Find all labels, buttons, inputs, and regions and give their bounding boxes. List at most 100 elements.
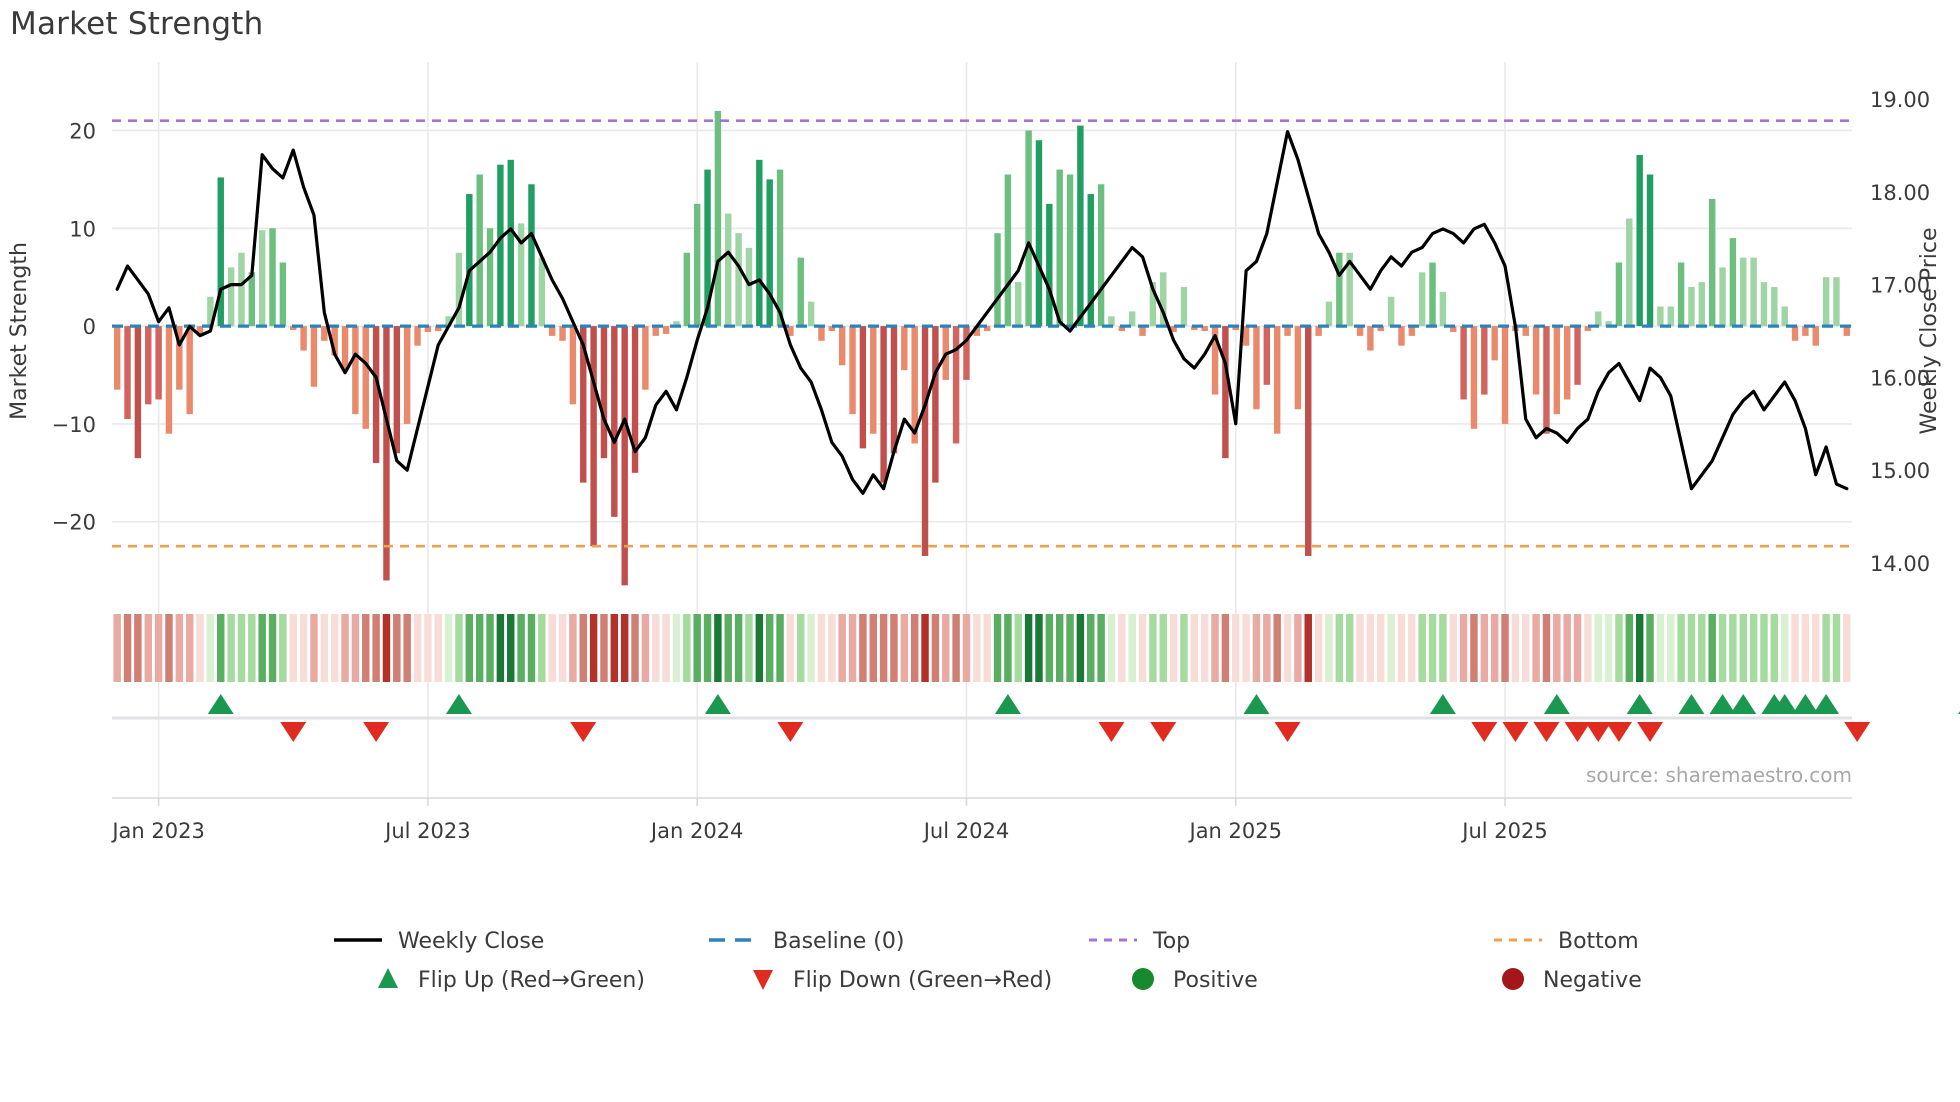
legend-item[interactable]: Bottom xyxy=(1494,929,1639,954)
heatmap-cell xyxy=(1356,614,1364,682)
flip-up-marker xyxy=(1543,694,1570,714)
strength-bar xyxy=(1636,154,1643,327)
strength-bar xyxy=(196,326,204,336)
heatmap-cell xyxy=(1107,614,1116,682)
heatmap-cell xyxy=(1314,614,1323,682)
heatmap-cell xyxy=(486,614,494,682)
strength-bar xyxy=(1677,262,1685,327)
heatmap-cell xyxy=(248,614,256,682)
strength-bar xyxy=(1605,321,1612,327)
heatmap-cell xyxy=(1729,614,1737,682)
heatmap-cell xyxy=(113,614,121,682)
heatmap-cell xyxy=(859,614,867,682)
strength-bar xyxy=(1253,326,1260,410)
heatmap-cell xyxy=(434,614,442,682)
strength-bar xyxy=(1688,286,1695,327)
x-axis-tick-label: Jul 2025 xyxy=(1460,819,1547,843)
strength-bar xyxy=(921,326,929,556)
heatmap-cell xyxy=(1138,614,1147,682)
heatmap-cell xyxy=(341,614,349,682)
strength-bar xyxy=(1667,306,1674,327)
heatmap-cell xyxy=(538,614,546,682)
strength-bar xyxy=(538,257,546,327)
heatmap-cell xyxy=(1770,614,1779,682)
legend-item[interactable]: Positive xyxy=(1132,968,1258,993)
strength-bar xyxy=(952,326,960,444)
legend-item[interactable]: Top xyxy=(1089,929,1190,954)
strength-bar xyxy=(1740,257,1747,327)
flip-down-marker xyxy=(1564,722,1591,742)
strength-bar xyxy=(683,252,691,327)
strength-bar xyxy=(735,233,742,327)
legend-item[interactable]: Baseline (0) xyxy=(709,929,904,954)
heatmap-cell xyxy=(1345,614,1354,682)
legend-item[interactable]: Negative xyxy=(1502,968,1642,993)
heatmap-cell xyxy=(1180,614,1188,682)
heatmap-cell xyxy=(734,614,743,682)
heatmap-cell xyxy=(610,614,619,682)
y-axis-title: Market Strength xyxy=(7,242,32,420)
legend-item[interactable]: Weekly Close xyxy=(334,929,544,954)
flip-down-marker xyxy=(1150,722,1177,742)
strength-bar xyxy=(776,169,784,327)
heatmap-cell xyxy=(1656,614,1665,682)
y-axis-tick-label: 20 xyxy=(69,119,96,143)
strength-bar xyxy=(590,326,597,547)
y-axis-tick-label: 0 xyxy=(83,315,96,339)
heatmap-cell xyxy=(1698,614,1706,682)
heatmap-cell xyxy=(1791,614,1799,682)
strength-bar xyxy=(1004,174,1012,327)
heatmap-cell xyxy=(175,614,184,682)
flip-down-marker xyxy=(363,722,390,742)
strength-bar xyxy=(435,326,442,331)
heatmap-cell xyxy=(755,614,764,682)
strength-bar xyxy=(466,194,473,327)
heatmap-cell xyxy=(589,614,598,682)
strength-bar xyxy=(331,326,338,356)
flip-down-marker xyxy=(1844,722,1871,742)
strength-bar xyxy=(1719,267,1726,327)
strength-bar xyxy=(1750,257,1757,327)
heatmap-cell xyxy=(299,614,308,682)
strength-bar xyxy=(870,326,877,434)
strength-bar xyxy=(486,228,494,327)
strength-bar xyxy=(1429,262,1436,327)
heatmap-cell xyxy=(507,614,515,682)
heatmap-cell xyxy=(1397,614,1406,682)
heatmap-cell xyxy=(527,614,536,682)
flip-up-marker xyxy=(1678,694,1705,714)
strength-bar xyxy=(548,326,556,336)
heatmap-cell xyxy=(1760,614,1768,682)
heatmap-cell xyxy=(1646,614,1654,682)
flip-down-marker xyxy=(1637,722,1664,742)
strength-bar xyxy=(890,326,898,454)
heatmap-cell xyxy=(1200,614,1209,682)
strength-bar xyxy=(652,326,659,336)
strength-bar xyxy=(1657,306,1664,327)
strength-bar xyxy=(1087,194,1094,327)
strength-bar xyxy=(238,252,245,327)
flip-up-marker xyxy=(1243,694,1270,714)
heatmap-cell xyxy=(1221,614,1230,682)
flip-up-marker xyxy=(1709,694,1736,714)
heatmap-cell xyxy=(1718,614,1727,682)
legend-item[interactable]: Flip Up (Red→Green) xyxy=(378,968,645,993)
flip-up-marker xyxy=(1792,694,1819,714)
heatmap-cell xyxy=(1408,614,1416,682)
heatmap-cell xyxy=(1418,614,1426,682)
strength-bar xyxy=(1615,262,1623,327)
strength-bar xyxy=(372,326,380,464)
flip-down-legend-icon xyxy=(753,970,773,990)
heatmap-cell xyxy=(942,614,950,682)
heatmap-cell xyxy=(797,614,805,682)
flip-down-marker xyxy=(777,722,804,742)
y2-axis-tick-label: 14.00 xyxy=(1870,552,1930,576)
strength-bar xyxy=(279,262,287,327)
heatmap-cell xyxy=(1604,614,1613,682)
positive-legend-icon xyxy=(1132,968,1154,990)
flip-up-marker xyxy=(1429,694,1456,714)
strength-bar xyxy=(1595,311,1602,327)
heatmap-cell xyxy=(1014,614,1022,682)
heatmap-cell xyxy=(828,614,836,682)
legend-item[interactable]: Flip Down (Green→Red) xyxy=(753,968,1052,993)
